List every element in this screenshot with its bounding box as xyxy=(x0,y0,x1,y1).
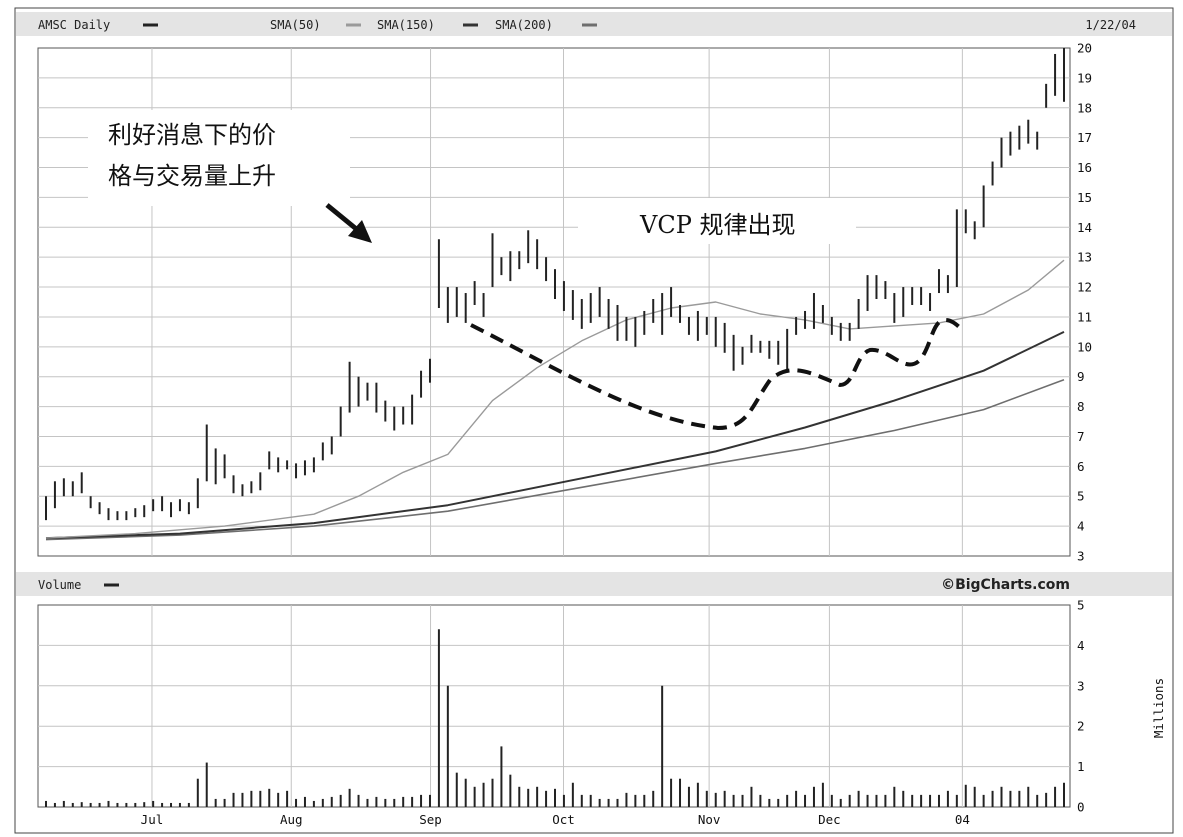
volume-y-tick: 1 xyxy=(1077,759,1085,774)
price-y-tick: 14 xyxy=(1077,220,1092,235)
x-tick-label: Jul xyxy=(141,812,164,827)
sma50-label: SMA(50) xyxy=(270,18,321,32)
news-callout-box xyxy=(88,110,350,206)
vcp-callout-text: VCP 规律出现 xyxy=(639,211,795,239)
x-tick-label: Dec xyxy=(818,812,841,827)
price-y-tick: 17 xyxy=(1077,130,1092,145)
price-y-tick: 9 xyxy=(1077,369,1085,384)
volume-y-tick: 4 xyxy=(1077,638,1085,653)
volume-grid xyxy=(38,605,1070,807)
x-tick-label: Aug xyxy=(280,812,303,827)
price-y-ticks: 3 4 5 6 7 8 9 10 11 12 13 14 15 16 17 18 19 20 xyxy=(1077,41,1092,564)
news-callout-line1: 利好消息下的价 xyxy=(108,121,276,149)
price-y-tick: 13 xyxy=(1077,250,1092,265)
price-y-tick: 20 xyxy=(1077,41,1092,56)
sma150-line xyxy=(45,330,1065,540)
x-tick-label: Sep xyxy=(419,812,442,827)
price-y-tick: 10 xyxy=(1077,339,1092,354)
volume-plot-area xyxy=(37,604,1071,808)
price-y-tick: 6 xyxy=(1077,459,1085,474)
volume-label: Volume xyxy=(38,578,81,592)
x-tick-label: Nov xyxy=(698,812,721,827)
x-tick-label: 04 xyxy=(955,812,970,827)
volume-header-bar xyxy=(16,572,1172,596)
price-y-tick: 11 xyxy=(1077,309,1092,324)
price-y-tick: 18 xyxy=(1077,100,1092,115)
price-y-tick: 8 xyxy=(1077,399,1085,414)
price-y-tick: 4 xyxy=(1077,519,1085,534)
sma200-line xyxy=(45,378,1065,541)
bigcharts-brand: ©BigCharts.com xyxy=(941,577,1070,593)
volume-y-tick: 3 xyxy=(1077,678,1085,693)
price-y-tick: 15 xyxy=(1077,190,1092,205)
news-callout-line2: 格与交易量上升 xyxy=(108,162,276,190)
volume-y-tick: 5 xyxy=(1077,598,1085,613)
volume-units-label: Millions xyxy=(1151,678,1166,738)
news-arrow-icon xyxy=(325,203,372,243)
sma150-label: SMA(150) xyxy=(377,18,435,32)
price-y-tick: 5 xyxy=(1077,489,1085,504)
volume-y-tick: 0 xyxy=(1077,800,1085,815)
x-axis-ticks: Jul Aug Sep Oct Nov Dec 04 xyxy=(141,812,970,827)
symbol-label: AMSC Daily xyxy=(38,18,110,32)
x-tick-label: Oct xyxy=(552,812,575,827)
price-bars xyxy=(45,48,1065,521)
volume-y-tick: 2 xyxy=(1077,719,1085,734)
sma200-label: SMA(200) xyxy=(495,18,553,32)
chart-date: 1/22/04 xyxy=(1085,18,1136,32)
vcp-callout-box xyxy=(578,198,856,244)
price-y-tick: 3 xyxy=(1077,549,1085,564)
price-y-tick: 19 xyxy=(1077,70,1092,85)
volume-y-ticks: 0 1 2 3 4 5 xyxy=(1077,598,1085,815)
volume-bars xyxy=(45,629,1065,807)
price-y-tick: 12 xyxy=(1077,280,1092,295)
price-y-tick: 7 xyxy=(1077,429,1085,444)
price-y-tick: 16 xyxy=(1077,160,1092,175)
vcp-dashed-curve xyxy=(470,317,966,431)
